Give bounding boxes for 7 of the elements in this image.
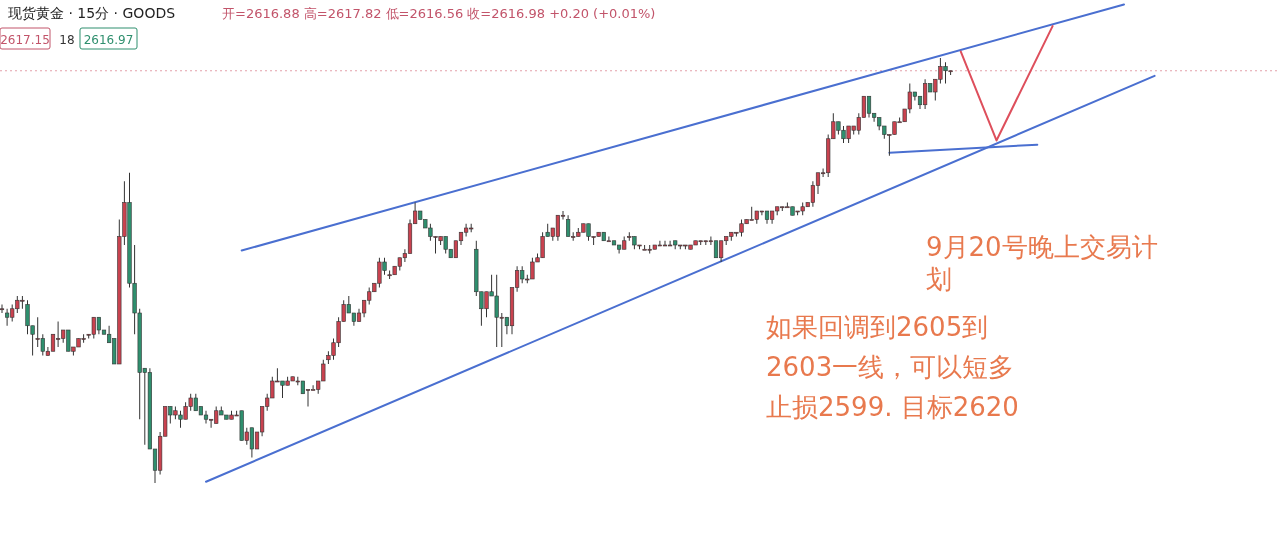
text: 18 (59, 33, 75, 47)
annotation: 9月20号晚上交易计划 (926, 232, 1158, 294)
text: 2616.97 (83, 33, 134, 47)
chart-title: 现货黄金 · 15分 · GOODS (8, 5, 176, 21)
text: 2617.15 (0, 33, 50, 47)
chart-subtitle: 开=2616.88 高=2617.82 低=2616.56 收=2616.98 +0.20 (+0.01%) (222, 6, 656, 21)
annotation: 如果回调到2605到2603一线，可以短多止损2599. 目标2620 (766, 312, 1019, 422)
